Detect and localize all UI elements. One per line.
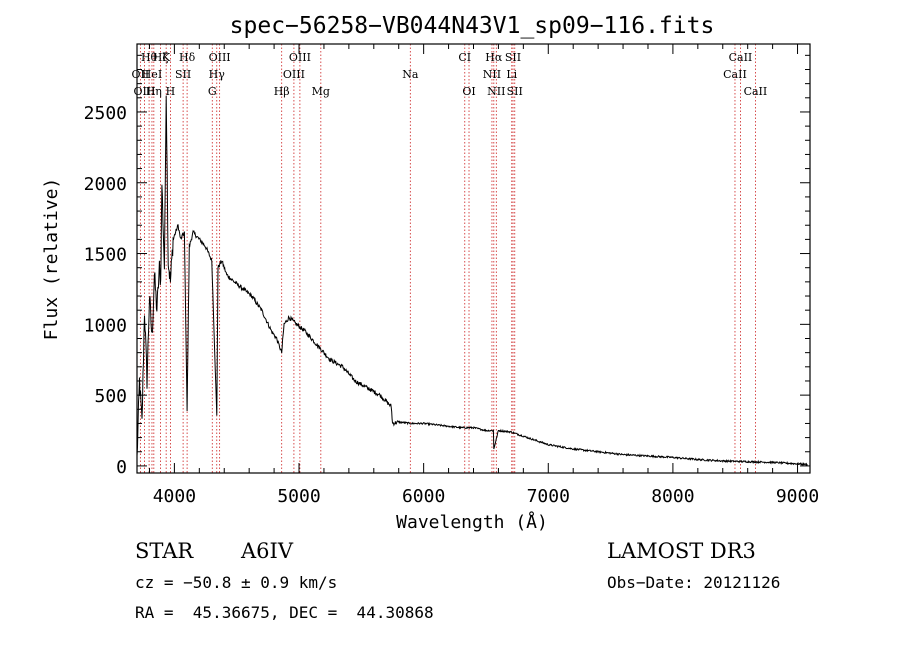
- line-label: Hδ: [179, 51, 196, 64]
- line-label: OIII: [209, 51, 231, 64]
- x-tick-label: 6000: [402, 486, 445, 507]
- y-tick-label: 500: [94, 386, 127, 407]
- line-label: OII: [132, 68, 150, 81]
- object-subclass: A6IV: [241, 539, 293, 563]
- line-label: CaII: [744, 85, 768, 98]
- redshift-cz: cz = −50.8 ± 0.9 km/s: [135, 573, 338, 592]
- line-label: OI: [462, 85, 475, 98]
- survey-name: LAMOST DR3: [607, 539, 756, 563]
- y-axis-label: Flux (relative): [41, 178, 62, 341]
- line-label: CaII: [729, 51, 753, 64]
- y-tick-label: 2000: [84, 174, 127, 195]
- object-class: STAR: [135, 539, 194, 563]
- ra-dec-coordinates: RA = 45.36675, DEC = 44.30868: [135, 603, 434, 622]
- x-axis-label: Wavelength (Å): [396, 511, 548, 533]
- emission-line-markers: [139, 44, 756, 473]
- line-label: NII: [487, 85, 505, 98]
- y-tick-label: 1000: [84, 315, 127, 336]
- line-label: OIII: [133, 85, 155, 98]
- axis-ticks: 4000 5000 6000 7000 8000 9000 0 500 1000 1500 2000…: [84, 44, 819, 507]
- plot-frame: [136, 43, 811, 474]
- line-label: Mg: [312, 85, 330, 98]
- line-label: G: [208, 85, 217, 98]
- observation-date: Obs−Date: 20121126: [607, 573, 781, 592]
- line-label: H: [166, 85, 176, 98]
- line-label: SII: [175, 68, 191, 81]
- line-label: OIII: [283, 68, 305, 81]
- line-label: SII: [507, 85, 523, 98]
- line-label: Hη: [146, 85, 162, 98]
- x-tick-label: 4000: [153, 486, 196, 507]
- line-label: K: [162, 51, 171, 64]
- chart-title: spec−56258−VB044N43V1_sp09−116.fits: [230, 13, 715, 39]
- spectrum-line: [136, 95, 808, 467]
- line-label: Hα: [485, 51, 503, 64]
- x-tick-label: 8000: [651, 486, 694, 507]
- line-label: Hζ: [153, 51, 169, 64]
- line-label: Hβ: [274, 85, 290, 98]
- line-label: Hγ: [209, 68, 226, 81]
- line-label: CI: [458, 51, 471, 64]
- y-tick-label: 0: [116, 457, 127, 478]
- spectrum-chart: spec−56258−VB044N43V1_sp09−116.fits HθHζ…: [41, 13, 819, 533]
- line-label: CaII: [723, 68, 747, 81]
- y-tick-label: 1500: [84, 245, 127, 266]
- y-tick-label: 2500: [84, 103, 127, 124]
- line-label: HeI: [142, 68, 162, 81]
- x-tick-label: 7000: [527, 486, 570, 507]
- x-tick-label: 9000: [776, 486, 819, 507]
- line-label: Hθ: [141, 51, 158, 64]
- line-label: Li: [506, 68, 517, 81]
- line-label: OIII: [289, 51, 311, 64]
- line-label: NII: [483, 68, 501, 81]
- line-label: SII: [505, 51, 521, 64]
- x-tick-label: 5000: [277, 486, 320, 507]
- line-label: Na: [402, 68, 419, 81]
